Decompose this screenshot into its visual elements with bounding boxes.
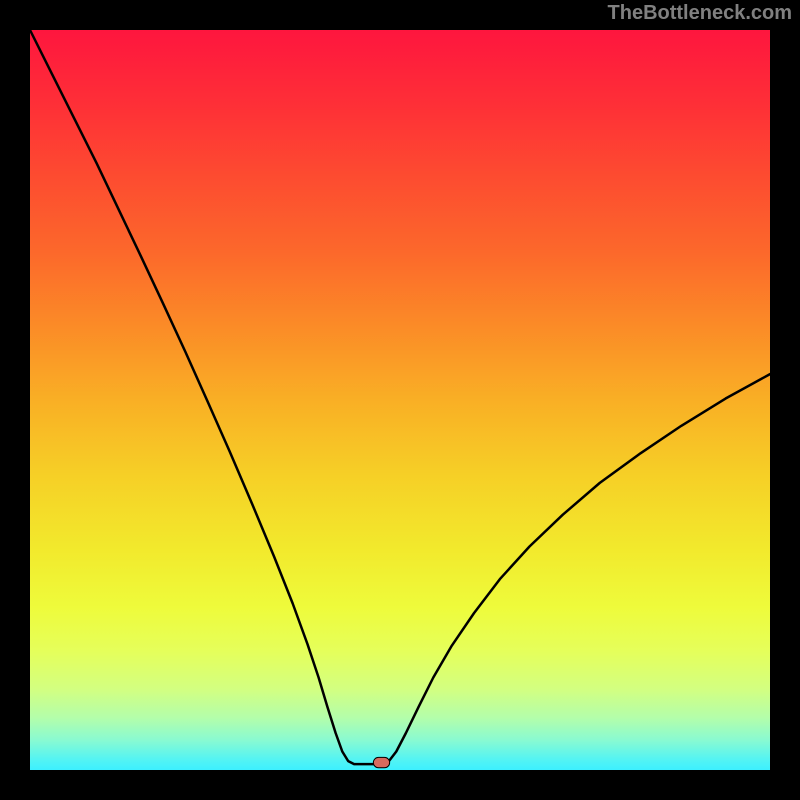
plot-gradient-background — [30, 30, 770, 770]
watermark-text: TheBottleneck.com — [608, 2, 792, 25]
optimal-point-marker — [373, 757, 389, 767]
bottleneck-chart — [0, 0, 800, 800]
chart-container: TheBottleneck.com — [0, 0, 800, 800]
